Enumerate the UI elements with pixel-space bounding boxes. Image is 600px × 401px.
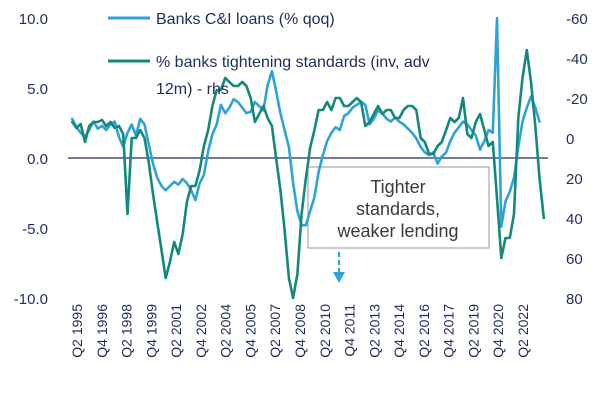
x-tick-label: Q4 2005 xyxy=(242,304,258,358)
x-tick-label: Q2 2019 xyxy=(465,304,481,358)
legend: Banks C&I loans (% qoq) % banks tighteni… xyxy=(108,11,430,98)
x-tick-label: Q4 2017 xyxy=(441,304,457,358)
y-right-tick-label: -40 xyxy=(566,51,588,68)
x-tick-label: Q4 2020 xyxy=(490,304,506,358)
y-left-tick-label: 10.0 xyxy=(19,11,48,28)
x-tick-label: Q2 2013 xyxy=(366,304,382,358)
x-tick-label: Q2 2004 xyxy=(218,304,234,358)
y-left-tick-label: -5.0 xyxy=(22,221,48,238)
x-tick-label: Q4 1999 xyxy=(143,304,159,358)
y-right-tick-label: -20 xyxy=(566,91,588,108)
x-tick-label: Q2 1998 xyxy=(119,304,135,358)
series-line-tightening xyxy=(70,48,546,300)
y-left-tick-label: -10.0 xyxy=(14,291,48,308)
x-tick-label: Q2 1995 xyxy=(69,304,85,358)
x-tick-label: Q2 2007 xyxy=(267,304,283,358)
annotation-arrow xyxy=(333,252,345,283)
y-left-tick-label: 5.0 xyxy=(27,81,48,98)
x-tick-label: Q4 2014 xyxy=(391,304,407,358)
y-right-tick-label: 40 xyxy=(566,211,583,228)
y-right-tick-label: -60 xyxy=(566,11,588,28)
annotation-line-1: Tighter xyxy=(370,177,425,197)
x-tick-label: Q4 2002 xyxy=(193,304,209,358)
y-left-tick-label: 0.0 xyxy=(27,151,48,168)
x-axis-ticks: Q2 1995 Q4 1996 Q2 1998 Q4 1999 Q2 2001 Q4 20… xyxy=(69,304,531,358)
x-tick-label: Q4 1996 xyxy=(94,304,110,358)
legend-label-tightening-cont: 12m) - rhs xyxy=(156,81,229,98)
y-right-axis-ticks: -60 -40 -20 0 20 40 60 80 xyxy=(566,11,588,308)
annotation-line-2: standards, xyxy=(356,199,440,219)
x-tick-label: Q2 2001 xyxy=(168,304,184,358)
series-layer xyxy=(70,16,546,300)
series-line-loans xyxy=(70,16,541,228)
annotation-line-3: weaker lending xyxy=(336,221,458,241)
x-tick-label: Q2 2016 xyxy=(416,304,432,358)
x-tick-label: Q2 2010 xyxy=(317,304,333,358)
x-tick-label: Q2 2022 xyxy=(515,304,531,358)
annotation-box xyxy=(307,166,490,249)
y-right-tick-label: 80 xyxy=(566,291,583,308)
y-right-tick-label: 0 xyxy=(566,131,574,148)
x-tick-label: Q4 2008 xyxy=(292,304,308,358)
x-tick-label: Q4 2011 xyxy=(342,304,358,357)
y-right-tick-label: 60 xyxy=(566,251,583,268)
legend-label-tightening: % banks tightening standards (inv, adv xyxy=(156,54,430,71)
y-right-tick-label: 20 xyxy=(566,171,583,188)
y-left-axis-ticks: 10.0 5.0 0.0 -5.0 -10.0 xyxy=(14,11,48,308)
legend-label-loans: Banks C&I loans (% qoq) xyxy=(156,11,335,28)
